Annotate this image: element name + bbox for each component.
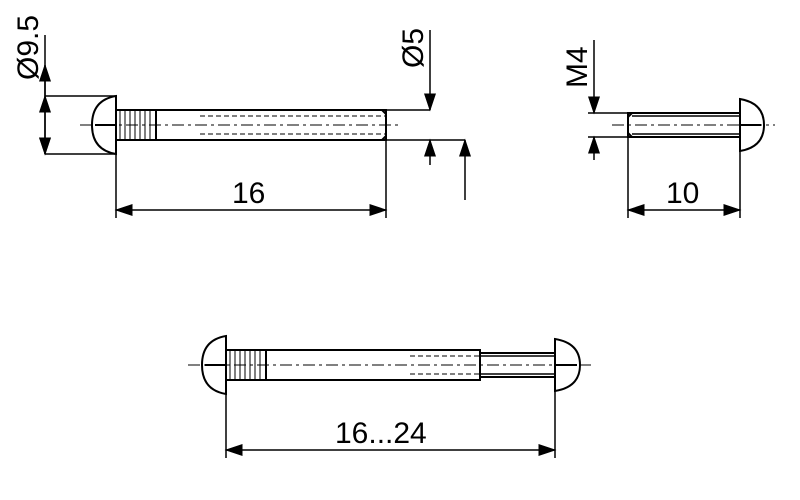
dim-assembly-range: 16...24 — [335, 417, 427, 450]
assembly-view — [188, 336, 595, 394]
dim-shaft-dia: Ø5 — [397, 28, 430, 68]
dim-thread: M4 — [561, 46, 594, 88]
drawing-canvas: Ø9.5 Ø5 16 M4 — [0, 0, 800, 500]
dim-screw-length: 10 — [666, 177, 699, 210]
dim-head-dia: Ø9.5 — [12, 15, 45, 80]
sleeve-view — [45, 65, 398, 154]
dim-sleeve-length: 16 — [232, 177, 265, 210]
screw-view — [612, 99, 775, 151]
